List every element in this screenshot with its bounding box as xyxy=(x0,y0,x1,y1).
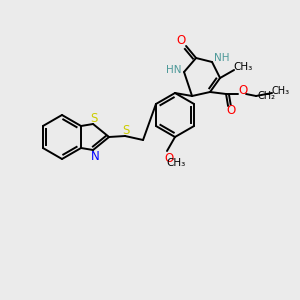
Text: CH₃: CH₃ xyxy=(167,158,186,168)
Text: NH: NH xyxy=(214,53,230,63)
Text: O: O xyxy=(238,85,248,98)
Text: N: N xyxy=(91,149,99,163)
Text: HN: HN xyxy=(166,65,182,75)
Text: O: O xyxy=(226,104,236,118)
Text: CH₂: CH₂ xyxy=(257,91,275,101)
Text: S: S xyxy=(122,124,130,137)
Text: O: O xyxy=(176,34,186,47)
Text: CH₃: CH₃ xyxy=(233,62,253,72)
Text: S: S xyxy=(90,112,98,125)
Text: CH₃: CH₃ xyxy=(272,86,290,96)
Text: O: O xyxy=(164,152,174,164)
